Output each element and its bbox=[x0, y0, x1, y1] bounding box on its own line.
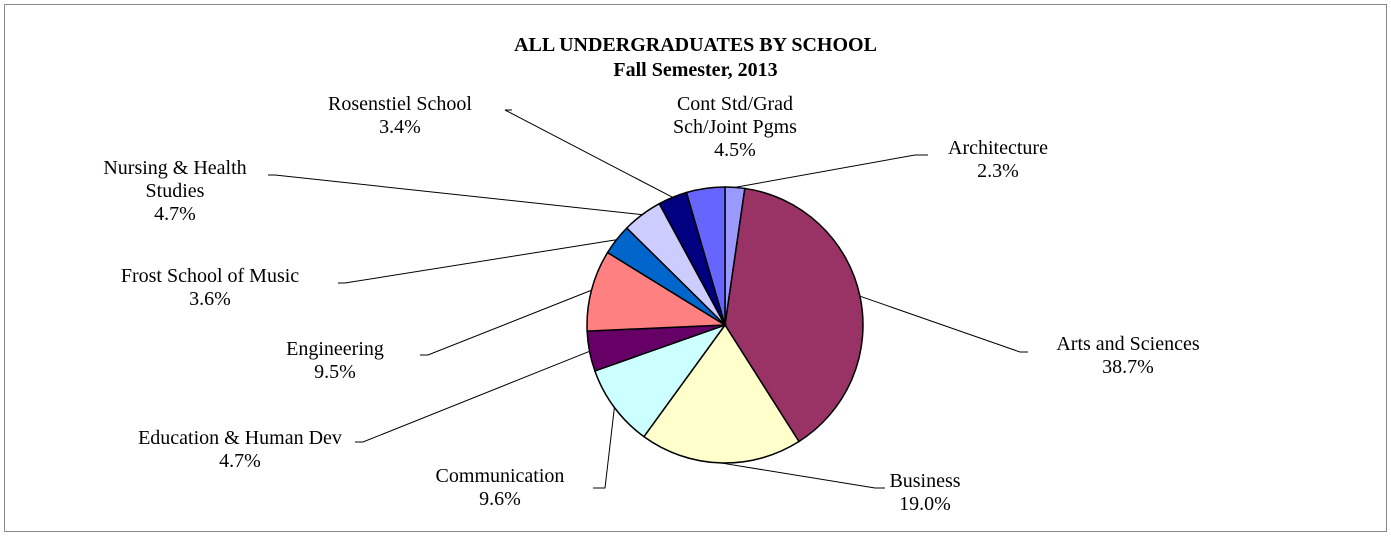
label-value: 3.6% bbox=[189, 288, 231, 310]
label-value: 3.4% bbox=[379, 116, 421, 138]
leader-line bbox=[268, 174, 643, 216]
data-label: Communication 9.6% bbox=[410, 465, 590, 511]
leader-line bbox=[859, 295, 1028, 353]
label-category: Arts and Sciences bbox=[1056, 333, 1200, 355]
label-value: 9.5% bbox=[314, 361, 356, 383]
label-category: Communication bbox=[435, 465, 565, 487]
leader-line bbox=[734, 154, 928, 188]
label-value: 4.7% bbox=[219, 450, 261, 472]
pie-slice bbox=[642, 323, 800, 464]
label-category: Frost School of Music bbox=[120, 265, 300, 287]
chart-subtitle: Fall Semester, 2013 bbox=[613, 59, 778, 81]
label-category: Rosenstiel School bbox=[328, 93, 472, 115]
label-value: 2.3% bbox=[977, 160, 1019, 182]
label-value: 4.7% bbox=[154, 203, 196, 225]
pie-slice bbox=[593, 323, 728, 438]
label-category: Engineering bbox=[286, 338, 384, 360]
label-value: 4.5% bbox=[714, 139, 756, 161]
leader-line bbox=[338, 239, 617, 284]
leader-line bbox=[720, 462, 885, 489]
data-label: Architecture 2.3% bbox=[918, 137, 1078, 183]
pie-slice bbox=[586, 251, 728, 332]
data-label: Rosenstiel School 3.4% bbox=[300, 93, 500, 139]
data-label: Frost School of Music 3.6% bbox=[85, 265, 335, 311]
label-category: Business bbox=[889, 470, 961, 492]
data-label: Nursing & Health Studies 4.7% bbox=[75, 157, 275, 226]
data-label: Engineering 9.5% bbox=[260, 338, 410, 384]
leader-line bbox=[355, 350, 590, 443]
data-label: Arts and Sciences 38.7% bbox=[1008, 333, 1248, 379]
label-category: Cont Std/Grad Sch/Joint Pgms bbox=[673, 93, 797, 138]
label-value: 9.6% bbox=[479, 488, 521, 510]
leader-line bbox=[504, 109, 673, 198]
chart-title: ALL UNDERGRADUATES BY SCHOOL bbox=[514, 34, 877, 56]
leader-line bbox=[593, 407, 615, 489]
pie-slice bbox=[685, 186, 726, 326]
label-value: 19.0% bbox=[899, 493, 951, 515]
label-category: Nursing & Health Studies bbox=[103, 157, 247, 202]
data-label: Education & Human Dev 4.7% bbox=[120, 427, 360, 473]
leader-line bbox=[420, 289, 592, 356]
label-category: Education & Human Dev bbox=[138, 427, 342, 449]
data-label: Cont Std/Grad Sch/Joint Pgms 4.5% bbox=[648, 93, 823, 162]
label-category: Architecture bbox=[948, 137, 1048, 159]
label-value: 38.7% bbox=[1102, 356, 1154, 378]
data-label: Business 19.0% bbox=[855, 470, 995, 516]
